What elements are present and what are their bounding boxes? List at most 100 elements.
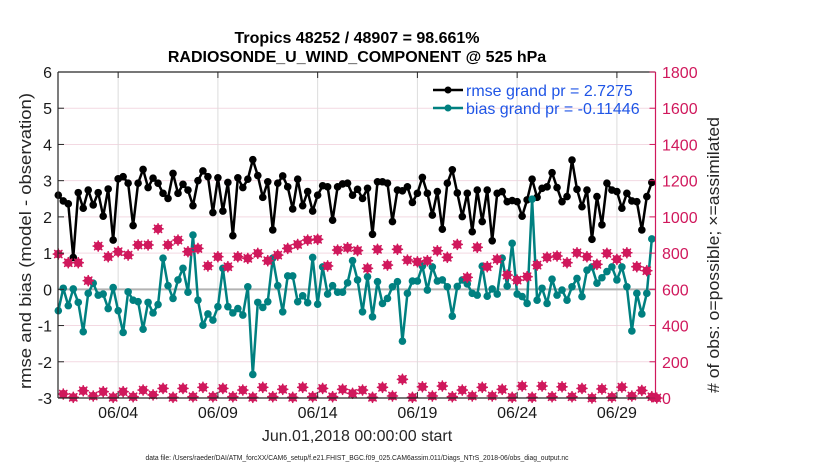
obs-assimilated-marker xyxy=(157,382,169,395)
bias-point xyxy=(638,310,646,318)
bias-point xyxy=(338,288,347,297)
bias-point xyxy=(109,283,117,292)
rmse-point xyxy=(74,188,83,197)
obs-assimilated-marker xyxy=(266,390,279,403)
obs-assimilated-marker xyxy=(296,381,309,394)
obs-assimilated-marker xyxy=(326,390,339,403)
obs-assimilated-marker xyxy=(441,251,454,264)
bias-point xyxy=(618,263,626,271)
bias-point xyxy=(508,239,516,248)
bias-point xyxy=(633,289,641,298)
bias-point xyxy=(558,286,566,294)
bias-point xyxy=(169,294,177,303)
obs-assimilated-marker xyxy=(316,382,329,395)
rmse-point xyxy=(109,236,117,244)
bias-point xyxy=(253,298,262,307)
legend-rmse-label: rmse grand pr = 2.7275 xyxy=(466,83,633,100)
rmse-point xyxy=(169,169,177,178)
bias-point xyxy=(164,281,172,290)
obs-assimilated-marker xyxy=(242,252,254,265)
obs-assimilated-marker xyxy=(67,391,80,404)
bias-point xyxy=(413,277,422,285)
obs-assimilated-marker xyxy=(631,260,643,273)
bias-point xyxy=(189,231,197,239)
rmse-point xyxy=(488,236,497,245)
bias-point xyxy=(214,302,222,311)
rmse-point xyxy=(199,167,207,175)
obs-assimilated-marker xyxy=(431,244,444,257)
bias-point xyxy=(428,263,437,271)
bias-point xyxy=(403,289,412,298)
bias-point xyxy=(139,325,147,333)
y-right-tick-label: 1400 xyxy=(662,137,698,154)
obs-assimilated-marker xyxy=(132,239,144,251)
obs-assimilated-marker xyxy=(351,244,364,257)
y-left-tick-label: -2 xyxy=(38,355,52,372)
bias-point xyxy=(313,300,322,308)
rmse-point xyxy=(263,177,272,186)
rmse-point xyxy=(453,189,462,197)
obs-assimilated-marker xyxy=(476,381,489,394)
obs-assimilated-marker xyxy=(411,256,424,268)
bias-point xyxy=(398,337,407,345)
rmse-point xyxy=(154,179,162,188)
obs-assimilated-marker xyxy=(366,391,379,404)
bias-point xyxy=(199,321,207,329)
obs-assimilated-marker xyxy=(391,243,404,256)
y-right-tick-label: 200 xyxy=(662,355,689,372)
rmse-point xyxy=(618,204,626,212)
obs-assimilated-marker xyxy=(261,254,274,267)
rmse-point xyxy=(239,183,247,192)
bias-point xyxy=(538,284,546,293)
rmse-point xyxy=(64,200,73,208)
bias-point xyxy=(174,276,182,284)
bias-point xyxy=(573,274,581,283)
y-left-tick-label: 2 xyxy=(43,210,52,227)
obs-assimilated-marker xyxy=(421,254,434,267)
bias-point xyxy=(623,282,631,291)
chart-title-line-1: Tropics 48252 / 48907 = 98.661% xyxy=(234,30,479,47)
rmse-point xyxy=(598,221,606,229)
rmse-point xyxy=(219,207,227,215)
bias-point xyxy=(443,282,452,291)
rmse-point xyxy=(124,179,132,188)
obs-assimilated-marker xyxy=(212,250,224,263)
y-right-tick-label: 600 xyxy=(662,282,689,299)
obs-assimilated-marker xyxy=(496,383,508,396)
rmse-point xyxy=(298,201,307,210)
rmse-point xyxy=(588,235,596,244)
bias-point xyxy=(343,279,352,287)
rmse-point xyxy=(633,197,641,206)
bias-point xyxy=(608,263,616,271)
rmse-point xyxy=(293,175,302,184)
obs-assimilated-marker xyxy=(456,384,469,396)
rmse-point xyxy=(99,212,107,220)
obs-assimilated-marker xyxy=(571,246,583,259)
rmse-point xyxy=(463,189,472,198)
rmse-point xyxy=(209,208,217,217)
bias-point xyxy=(603,267,611,276)
bias-point xyxy=(154,300,162,309)
bias-point xyxy=(204,310,212,318)
obs-assimilated-marker xyxy=(92,240,104,252)
rmse-point xyxy=(144,183,152,192)
obs-assimilated-marker xyxy=(227,390,239,403)
bias-point xyxy=(84,289,93,298)
obs-assimilated-marker xyxy=(147,389,159,401)
obs-assimilated-marker xyxy=(381,259,394,271)
rmse-point xyxy=(303,187,312,196)
rmse-point xyxy=(313,191,322,199)
rmse-point xyxy=(613,187,621,196)
bias-point xyxy=(628,327,636,335)
obs-assimilated-marker xyxy=(217,382,229,395)
y-right-tick-label: 400 xyxy=(662,319,689,336)
bias-point xyxy=(234,304,242,313)
bias-point xyxy=(448,312,457,320)
obs-assimilated-marker xyxy=(127,390,139,403)
obs-assimilated-marker xyxy=(536,380,548,392)
obs-assimilated-marker xyxy=(187,390,199,403)
bias-point xyxy=(378,299,387,308)
plot-area xyxy=(58,72,656,398)
y-left-tick-label: 6 xyxy=(43,65,52,82)
